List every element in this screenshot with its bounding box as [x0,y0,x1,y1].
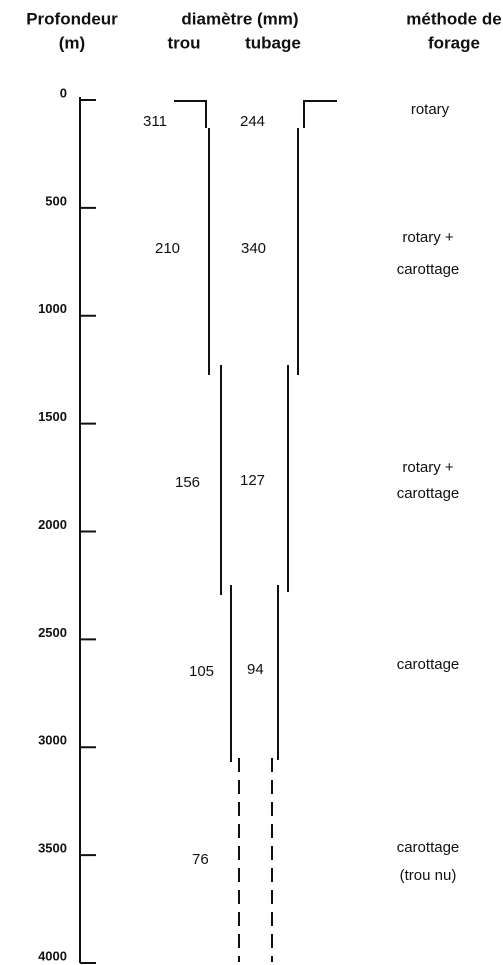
drilling-method: rotary + [402,459,454,476]
tick-label: 3500 [38,841,67,856]
hole-diameter: 210 [155,240,180,257]
header: (m) [59,33,85,52]
tick-label: 2000 [38,517,67,532]
casing-diameter: 244 [240,113,265,130]
casing-diameter: 94 [247,661,264,678]
header: méthode de [406,9,501,28]
hole-diameter: 105 [189,663,214,680]
tick-label: 1500 [38,409,67,424]
hole-diameter: 156 [175,474,200,491]
header: forage [428,33,480,52]
drilling-method: (trou nu) [400,867,457,884]
drilling-method: rotary + [402,229,454,246]
surface-casing [303,100,337,128]
header: trou [167,33,200,52]
tick-label: 500 [45,193,67,208]
drilling-method: rotary [411,101,450,118]
depth-ticks: 0 500 1000 1500 2000 2500 3000 3500 4000 [38,85,96,964]
header: diamètre (mm) [181,9,298,28]
casing-diameter: 340 [241,240,266,257]
drilling-method: carottage [397,485,460,502]
header: Profondeur [26,9,118,28]
header: tubage [245,33,301,52]
drilling-method: carottage [397,839,460,856]
well-profile [174,100,337,962]
casing-diameter: 127 [240,472,265,489]
drilling-method: carottage [397,656,460,673]
hole-diameter: 311 [143,113,167,130]
tick-label: 2500 [38,625,67,640]
tick-label: 1000 [38,301,67,316]
tick-label: 0 [60,85,67,100]
tick-label: 4000 [38,948,67,963]
drilling-method: carottage [397,261,460,278]
tick-label: 3000 [38,733,67,748]
hole-diameter: 76 [192,851,209,868]
surface-casing [174,100,207,128]
